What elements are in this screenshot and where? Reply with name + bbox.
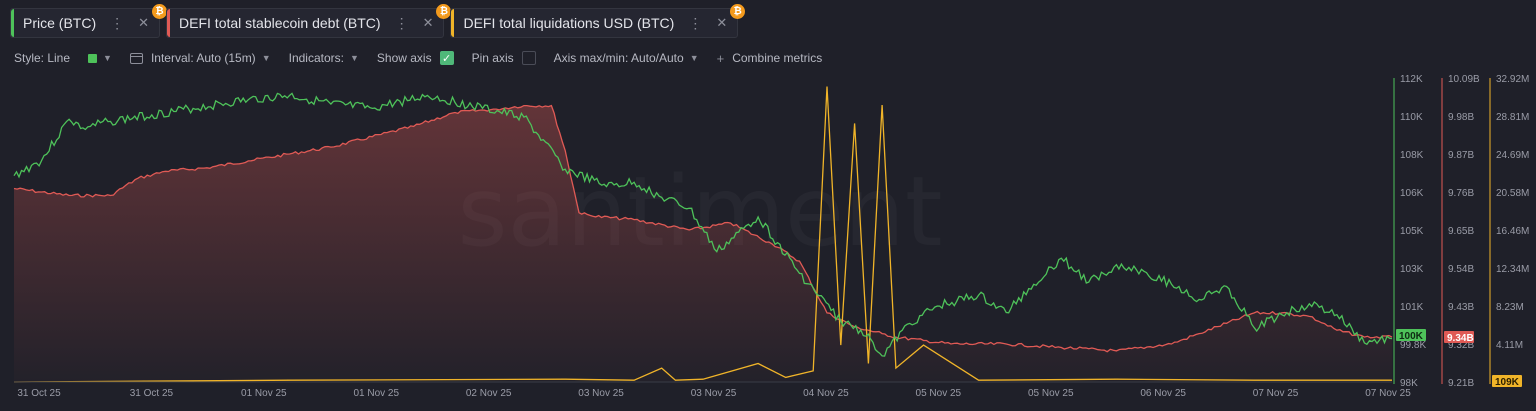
x-axis: 31 Oct 25 31 Oct 25 01 Nov 25 01 Nov 25 02 N…: [14, 381, 1411, 399]
series-line-liquidations: [13, 86, 1392, 383]
indicators-label: Indicators:: [288, 51, 344, 65]
current-value-label-liq: 109K: [1495, 377, 1520, 388]
current-value-badge-debt: [1444, 331, 1474, 343]
series-line-debt: [13, 104, 1393, 353]
bitcoin-icon: ₿: [730, 4, 746, 19]
metric-color-stripe: [451, 9, 455, 37]
close-icon[interactable]: ✕: [138, 15, 150, 30]
metric-color-stripe: [11, 9, 14, 37]
x-tick-label: 02 Nov 25: [466, 388, 512, 399]
plus-icon: +: [716, 50, 725, 66]
bitcoin-icon: ₿: [152, 4, 168, 19]
current-value-label-price: 100K: [1399, 331, 1424, 342]
y-tick-label: 9.87B: [1448, 150, 1474, 161]
series-line-price: [13, 92, 1393, 357]
y-tick-label: 9.54B: [1448, 264, 1474, 275]
more-vertical-icon[interactable]: ⋮: [688, 14, 703, 31]
chart-toolbar: Style: Line ▼ Interval: Auto (15m) ▼ Ind…: [14, 50, 840, 66]
x-tick-label: 01 Nov 25: [241, 388, 287, 399]
x-tick-label: 31 Oct 25: [17, 388, 61, 399]
y-tick-label: 8.23M: [1496, 302, 1524, 313]
chevron-down-icon: ▼: [349, 53, 359, 63]
y-tick-label: 9.43B: [1448, 302, 1474, 313]
close-icon[interactable]: ✕: [422, 15, 434, 30]
metric-tab-label: DEFI total stablecoin debt (BTC): [179, 15, 381, 31]
calendar-icon: [129, 52, 143, 64]
metric-tab-debt[interactable]: DEFI total stablecoin debt (BTC) ⋮ ✕ ₿: [166, 4, 452, 38]
x-tick-label: 03 Nov 25: [691, 388, 737, 399]
axis-maxmin-dropdown[interactable]: Axis max/min: Auto/Auto ▼: [554, 51, 699, 65]
y-tick-label: 9.21B: [1448, 378, 1474, 389]
color-swatch: [88, 53, 98, 63]
metric-tab-price[interactable]: Price (BTC) ⋮ ✕ ₿: [10, 4, 168, 38]
x-tick-label: 03 Nov 25: [578, 388, 624, 399]
more-vertical-icon[interactable]: ⋮: [110, 14, 125, 31]
y-tick-label: 12.34M: [1496, 264, 1529, 275]
x-tick-label: 05 Nov 25: [1028, 388, 1074, 399]
y-tick-label: 16.46M: [1496, 226, 1529, 237]
y-tick-label: 110K: [1400, 112, 1423, 123]
metric-tab-label: DEFI total liquidations USD (BTC): [463, 15, 675, 31]
current-value-badge-liq: [1492, 375, 1522, 387]
y-tick-label: 32.92M: [1496, 74, 1529, 85]
chevron-down-icon: ▼: [689, 53, 699, 63]
metric-tab-liquidations[interactable]: DEFI total liquidations USD (BTC) ⋮ ✕ ₿: [450, 4, 746, 38]
y-tick-label: 9.98B: [1448, 112, 1474, 123]
combine-metrics-button[interactable]: + Combine metrics: [717, 51, 823, 66]
combine-metrics-label: Combine metrics: [732, 51, 823, 65]
chevron-down-icon: ▼: [261, 53, 271, 63]
y-tick-label: 9.76B: [1448, 188, 1474, 199]
y-tick-label: 24.69M: [1496, 150, 1529, 161]
x-tick-label: 07 Nov 25: [1365, 388, 1411, 399]
interval-label: Interval: Auto (15m): [150, 51, 256, 65]
y-tick-label: 28.81M: [1496, 112, 1529, 123]
y-tick-label: 20.58M: [1496, 188, 1529, 199]
chevron-down-icon: ▼: [103, 53, 112, 63]
debt-area: [14, 105, 1392, 382]
close-icon[interactable]: ✕: [716, 15, 728, 30]
y-tick-label: 101K: [1400, 302, 1424, 313]
metric-tabs: Price (BTC) ⋮ ✕ ₿ DEFI total stablecoin …: [10, 4, 746, 40]
x-tick-label: 07 Nov 25: [1253, 388, 1299, 399]
y-tick-label: 9.65B: [1448, 226, 1474, 237]
x-tick-label: 04 Nov 25: [803, 388, 849, 399]
pin-axis-label: Pin axis: [471, 51, 514, 65]
axis-maxmin-label: Axis max/min: Auto/Auto: [553, 51, 684, 65]
debt-area-fill: [14, 105, 1392, 382]
indicators-dropdown[interactable]: Indicators: ▼: [289, 51, 359, 65]
metric-color-stripe: [167, 9, 171, 37]
y-tick-label: 98K: [1400, 378, 1418, 389]
current-value-label-debt: 9.34B: [1447, 333, 1474, 344]
y-tick-label: 103K: [1400, 264, 1424, 275]
x-tick-label: 06 Nov 25: [1140, 388, 1186, 399]
pin-axis-toggle[interactable]: Pin axis: [472, 51, 536, 65]
x-tick-label: 01 Nov 25: [353, 388, 399, 399]
y-tick-label: 108K: [1400, 150, 1424, 161]
metric-tab-label: Price (BTC): [23, 15, 97, 31]
y-tick-label: 112K: [1400, 74, 1423, 85]
x-tick-label: 05 Nov 25: [916, 388, 962, 399]
y-tick-label: 9.32B: [1448, 340, 1474, 351]
style-label: Style: Line: [14, 51, 71, 65]
show-axis-toggle[interactable]: Show axis ✓: [377, 51, 454, 65]
y-tick-label: 106K: [1400, 188, 1424, 199]
pin-axis-checkbox[interactable]: [521, 51, 536, 65]
show-axis-checkbox[interactable]: ✓: [439, 51, 454, 65]
x-tick-label: 31 Oct 25: [130, 388, 174, 399]
show-axis-label: Show axis: [376, 51, 432, 65]
y-tick-label: 10.09B: [1448, 74, 1480, 85]
bitcoin-icon: ₿: [436, 4, 452, 19]
more-vertical-icon[interactable]: ⋮: [394, 14, 409, 31]
y-tick-label: 105K: [1400, 226, 1424, 237]
y-axes: 112K 110K 108K 106K 105K 103K 101K 99.8K 98K 10.0…: [1393, 74, 1529, 389]
current-value-badge-price: [1396, 329, 1426, 341]
color-picker[interactable]: ▼: [88, 53, 112, 63]
style-dropdown[interactable]: Style: Line: [14, 51, 70, 65]
y-tick-label: 4.11M: [1496, 340, 1523, 351]
interval-dropdown[interactable]: Interval: Auto (15m) ▼: [129, 51, 271, 65]
y-tick-label: 99.8K: [1400, 340, 1426, 351]
